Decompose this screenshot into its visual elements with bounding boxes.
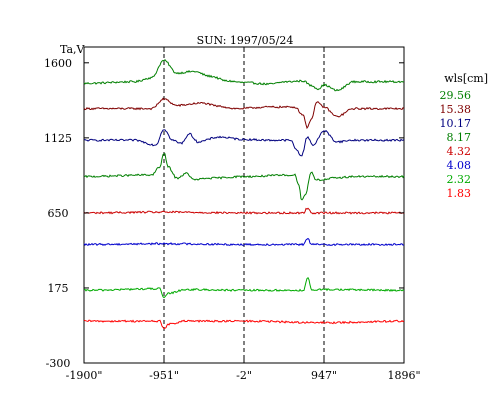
x-axis-ticks: -1900" -951" -2" 947" 1896" [66,47,421,382]
series-line-1 [83,97,405,130]
series-line-3 [83,153,405,201]
y-tick-label: 1600 [44,57,72,70]
legend-title: wls[cm] [444,72,488,85]
series-line-5 [83,237,405,247]
legend-item: 1.83 [447,187,472,200]
legend-item: 4.08 [447,159,472,172]
x-tick-label: -1900" [66,369,103,382]
chart-title: SUN: 1997/05/24 [197,34,294,47]
legend-item: 29.56 [440,89,472,102]
y-axis-ticks: 1600 1125 650 175 -300 [44,57,404,370]
series-line-7 [83,319,405,330]
legend-item: 4.32 [447,145,472,158]
y-tick-label: 175 [48,282,69,295]
x-tick-label: 1896" [387,369,420,382]
x-tick-label: -951" [149,369,179,382]
x-tick-label: 947" [311,369,337,382]
series-line-2 [83,129,405,157]
series-line-6 [83,277,405,299]
y-axis-label: Ta,V [60,43,86,56]
y-tick-label: 1125 [44,132,72,145]
x-tick-label: -2" [236,369,252,382]
y-tick-label: 650 [48,207,69,220]
legend-item: 15.38 [440,103,472,116]
reference-lines [163,47,325,363]
series-line-4 [83,207,405,215]
series-lines [83,58,405,330]
legend-item: 10.17 [440,117,472,130]
legend-item: 8.17 [447,131,472,144]
y-tick-label: -300 [46,357,71,370]
series-line-0 [83,58,405,92]
legend-item: 2.32 [447,173,472,186]
